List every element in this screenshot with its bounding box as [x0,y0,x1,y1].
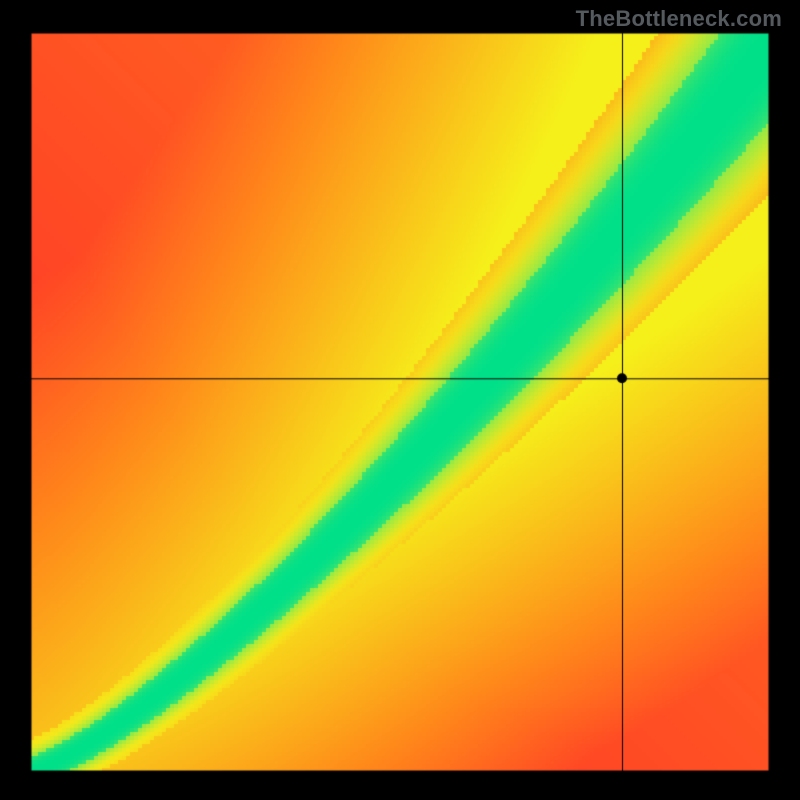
watermark-text: TheBottleneck.com [576,6,782,32]
bottleneck-heatmap-canvas [0,0,800,800]
chart-container: TheBottleneck.com [0,0,800,800]
